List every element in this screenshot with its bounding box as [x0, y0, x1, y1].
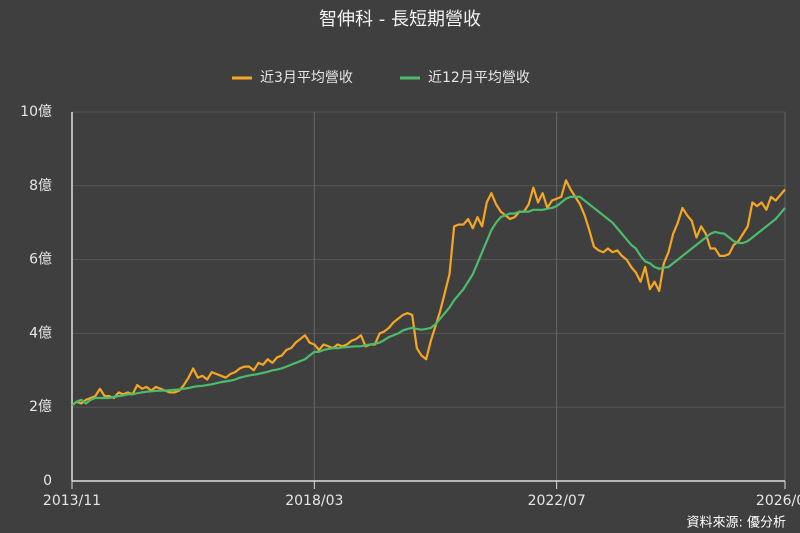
y-tick-label: 4億: [29, 325, 52, 341]
y-tick-label: 8億: [29, 178, 52, 194]
x-tick-label: 2022/07: [528, 493, 586, 509]
chart-title: 智伸科 - 長短期營收: [319, 9, 481, 30]
series-line: [71, 179, 786, 407]
x-tick-label: 2026/08: [756, 493, 800, 509]
y-tick-label: 2億: [29, 399, 52, 415]
legend-label: 近12月平均營收: [428, 70, 530, 86]
y-tick-label: 6億: [29, 252, 52, 268]
series-line: [71, 195, 786, 407]
x-tick-label: 2013/11: [43, 493, 101, 509]
y-tick-label: 10億: [20, 104, 52, 120]
y-tick-label: 0: [43, 473, 52, 489]
legend-label: 近3月平均營收: [260, 70, 353, 86]
x-tick-label: 2018/03: [285, 493, 343, 509]
source-note: 資料來源: 優分析: [686, 516, 786, 531]
